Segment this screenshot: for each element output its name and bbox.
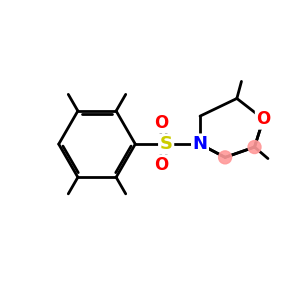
Text: O: O [256,110,271,128]
Text: O: O [154,156,168,174]
Circle shape [248,141,261,154]
Text: O: O [154,156,168,174]
Text: N: N [193,135,208,153]
Circle shape [219,151,232,164]
Text: O: O [154,114,168,132]
Text: N: N [193,135,208,153]
Text: S: S [160,135,173,153]
Text: S: S [160,135,173,153]
Text: O: O [154,114,168,132]
Text: O: O [256,110,271,128]
